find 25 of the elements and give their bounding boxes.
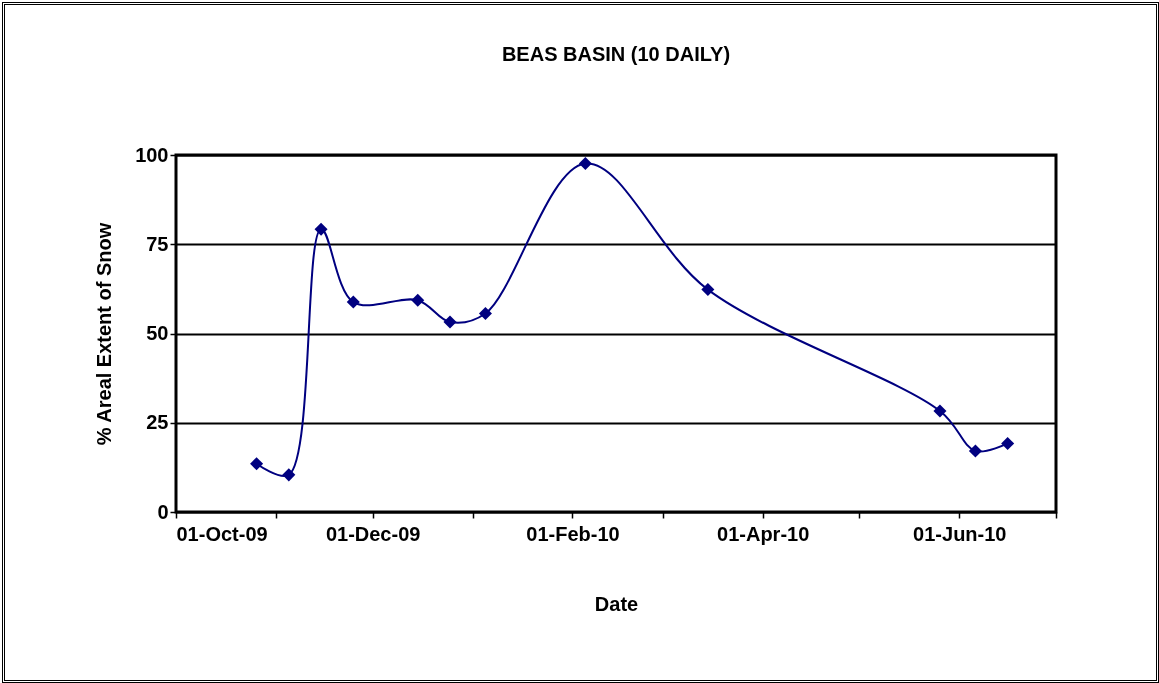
y-tick-label: 0: [157, 500, 169, 523]
point: [250, 457, 264, 471]
x-tick-label: 01-Feb-10: [526, 522, 620, 545]
point: [578, 157, 592, 171]
y-tick-label: 25: [146, 411, 169, 434]
point: [1001, 436, 1015, 450]
y-tick-label: 50: [146, 322, 169, 344]
x-tick-label: 01-Jun-10: [913, 522, 1007, 545]
point: [478, 306, 492, 321]
chart-title: BEAS BASIN (10 DAILY): [501, 43, 731, 65]
x-tick-label: 01-Oct-09: [176, 522, 268, 545]
y-tick-label: 100: [135, 143, 169, 166]
point: [701, 283, 715, 297]
point: [443, 315, 457, 329]
point: [968, 444, 982, 458]
point: [933, 404, 947, 418]
point: [282, 468, 296, 482]
x-axis-title: Date: [594, 592, 639, 615]
point: [346, 295, 360, 309]
y-axis-title: % Areal Extent of Snow: [93, 222, 116, 446]
point: [411, 293, 425, 307]
x-tick-label: 01-Dec-09: [325, 522, 421, 545]
point: [314, 222, 328, 236]
x-tick-label: 01-Apr-10: [717, 522, 810, 545]
y-tick-label: 75: [146, 232, 169, 255]
